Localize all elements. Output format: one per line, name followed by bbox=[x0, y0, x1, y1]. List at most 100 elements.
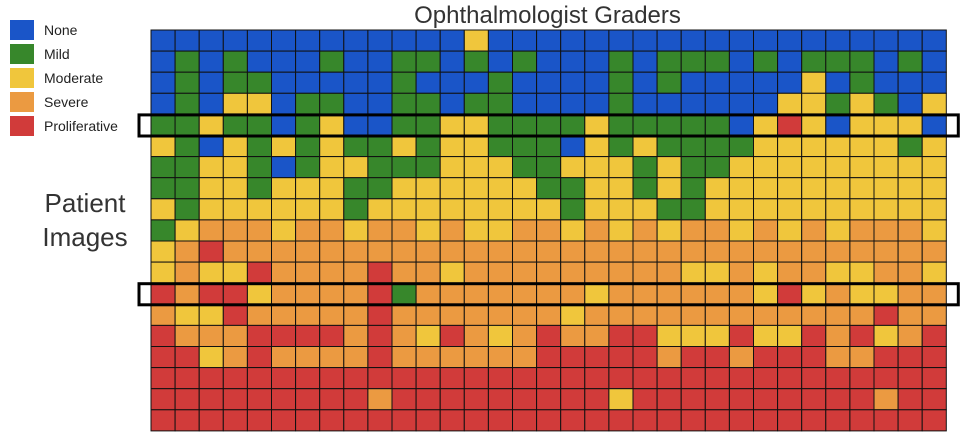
cell-r8-c13-moderate bbox=[463, 198, 489, 221]
cell-r2-c0-none bbox=[150, 71, 176, 94]
cell-r11-c12-moderate bbox=[439, 261, 465, 284]
cell-r0-c19-none bbox=[608, 29, 634, 52]
cell-r12-c3-proliferative bbox=[222, 282, 248, 305]
cell-r17-c6-proliferative bbox=[295, 388, 321, 411]
cell-r4-c2-moderate bbox=[198, 113, 224, 137]
cell-r0-c7-none bbox=[319, 29, 345, 52]
cell-r2-c27-moderate bbox=[801, 71, 827, 94]
cell-r3-c4-moderate bbox=[246, 92, 272, 115]
cell-r8-c20-moderate bbox=[632, 198, 658, 221]
cell-r0-c30-none bbox=[873, 29, 899, 52]
cell-r0-c9-none bbox=[367, 29, 393, 52]
cell-r13-c2-moderate bbox=[198, 303, 224, 326]
cell-r18-c28-proliferative bbox=[825, 409, 851, 432]
cell-r16-c10-proliferative bbox=[391, 367, 417, 390]
cell-r3-c28-mild bbox=[825, 92, 851, 115]
cell-r9-c24-moderate bbox=[728, 219, 755, 242]
cell-r9-c8-moderate bbox=[343, 219, 369, 242]
cell-r8-c25-moderate bbox=[753, 198, 779, 221]
cell-r2-c7-none bbox=[319, 71, 345, 94]
cell-r12-c18-moderate bbox=[584, 282, 610, 305]
cell-r1-c24-none bbox=[728, 50, 755, 73]
cell-r5-c30-moderate bbox=[873, 135, 899, 158]
cell-r8-c24-moderate bbox=[728, 198, 755, 221]
cell-r8-c12-moderate bbox=[439, 198, 465, 221]
cell-r7-c31-moderate bbox=[897, 177, 923, 200]
cell-r11-c14-severe bbox=[487, 261, 513, 284]
cell-r5-c19-mild bbox=[608, 135, 634, 158]
cell-r12-c27-moderate bbox=[801, 282, 827, 305]
cell-r18-c17-proliferative bbox=[560, 409, 586, 432]
cell-r14-c21-moderate bbox=[656, 324, 682, 347]
cell-r8-c1-mild bbox=[174, 198, 200, 221]
cell-r4-c11-mild bbox=[415, 113, 441, 137]
cell-r6-c4-mild bbox=[246, 156, 272, 179]
highlight-row-12 bbox=[137, 282, 960, 307]
cell-r12-c16-severe bbox=[536, 282, 562, 305]
cell-r15-c29-severe bbox=[849, 346, 875, 369]
cell-r15-c31-proliferative bbox=[897, 346, 923, 369]
cell-r1-c25-mild bbox=[753, 50, 779, 73]
cell-r15-c28-severe bbox=[825, 346, 851, 369]
cell-r0-c29-none bbox=[849, 29, 875, 52]
cell-r6-c20-mild bbox=[632, 156, 658, 179]
cell-r18-c0-proliferative bbox=[150, 409, 176, 432]
cell-r4-c14-mild bbox=[487, 113, 513, 137]
cell-r10-c19-severe bbox=[608, 240, 634, 263]
cell-r18-c13-proliferative bbox=[463, 409, 489, 432]
cell-r9-c11-moderate bbox=[415, 219, 441, 242]
cell-r5-c23-mild bbox=[704, 135, 730, 158]
cell-r3-c32-moderate bbox=[921, 92, 947, 115]
cell-r5-c24-mild bbox=[728, 135, 755, 158]
cell-r6-c1-mild bbox=[174, 156, 200, 179]
cell-r3-c26-moderate bbox=[777, 92, 803, 115]
cell-r9-c17-moderate bbox=[560, 219, 586, 242]
cell-r14-c25-moderate bbox=[753, 324, 779, 347]
cell-r15-c20-proliferative bbox=[632, 346, 658, 369]
cell-r18-c16-proliferative bbox=[536, 409, 562, 432]
cell-r15-c4-proliferative bbox=[246, 346, 272, 369]
cell-r8-c15-moderate bbox=[512, 198, 538, 221]
cell-r1-c26-none bbox=[777, 50, 803, 73]
cell-r5-c22-mild bbox=[680, 135, 706, 158]
cell-r4-c22-mild bbox=[680, 113, 706, 137]
cell-r5-c27-moderate bbox=[801, 135, 827, 158]
cell-r3-c31-none bbox=[897, 92, 923, 115]
cell-r15-c5-severe bbox=[271, 346, 297, 369]
cell-r18-c2-proliferative bbox=[198, 409, 224, 432]
cell-r10-c1-severe bbox=[174, 240, 200, 263]
highlight-row-4 bbox=[137, 113, 960, 138]
cell-r3-c30-mild bbox=[873, 92, 899, 115]
cell-r15-c25-proliferative bbox=[753, 346, 779, 369]
cell-r17-c24-proliferative bbox=[728, 388, 755, 411]
cell-r5-c31-mild bbox=[897, 135, 923, 158]
cell-r15-c22-proliferative bbox=[680, 346, 706, 369]
cell-r9-c16-severe bbox=[536, 219, 562, 242]
cell-r4-c18-moderate bbox=[584, 113, 610, 137]
cell-r2-c25-none bbox=[753, 71, 779, 94]
cell-r10-c13-severe bbox=[463, 240, 489, 263]
cell-r2-c6-none bbox=[295, 71, 321, 94]
cell-r16-c6-proliferative bbox=[295, 367, 321, 390]
cell-r17-c3-proliferative bbox=[222, 388, 248, 411]
cell-r4-c17-mild bbox=[560, 113, 586, 137]
cell-r10-c12-severe bbox=[439, 240, 465, 263]
cell-r8-c30-moderate bbox=[873, 198, 899, 221]
cell-r4-c8-none bbox=[343, 113, 369, 137]
cell-r3-c0-none bbox=[150, 92, 176, 115]
legend-label-none: None bbox=[44, 22, 78, 38]
cell-r7-c21-moderate bbox=[656, 177, 682, 200]
legend-label-severe: Severe bbox=[44, 94, 89, 110]
cell-r2-c11-none bbox=[415, 71, 441, 94]
cell-r4-c21-mild bbox=[656, 113, 682, 137]
cell-r5-c25-moderate bbox=[753, 135, 779, 158]
cell-r1-c7-mild bbox=[319, 50, 345, 73]
cell-r13-c8-severe bbox=[343, 303, 369, 326]
cell-r15-c24-severe bbox=[728, 346, 755, 369]
cell-r7-c3-moderate bbox=[222, 177, 248, 200]
cell-r11-c6-severe bbox=[295, 261, 321, 284]
cell-r9-c13-moderate bbox=[463, 219, 489, 242]
cell-r2-c2-none bbox=[198, 71, 224, 94]
cell-r8-c8-mild bbox=[343, 198, 369, 221]
cell-r15-c32-proliferative bbox=[921, 346, 947, 369]
